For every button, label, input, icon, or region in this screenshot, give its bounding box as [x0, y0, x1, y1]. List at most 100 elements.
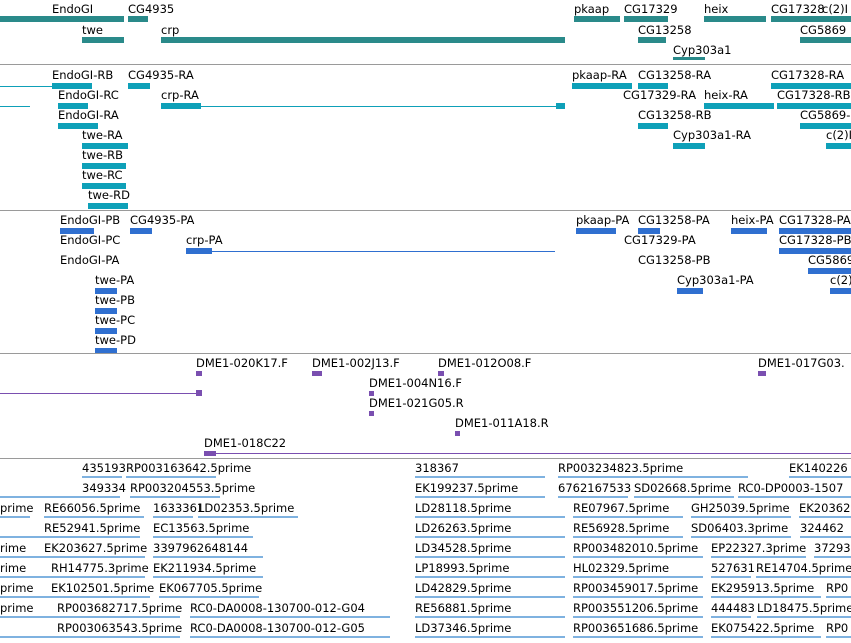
transcript-bar[interactable]	[82, 143, 128, 149]
est-alignment[interactable]	[44, 516, 144, 518]
feature-label[interactable]: RP0	[826, 581, 849, 595]
est-alignment[interactable]	[0, 516, 30, 518]
feature-label[interactable]: DME1-021G05.R	[369, 396, 464, 410]
est-alignment[interactable]	[415, 596, 565, 598]
feature-label[interactable]: CG13258-RB	[638, 108, 712, 122]
gene-bar[interactable]	[624, 16, 668, 22]
feature-label[interactable]: 37293	[814, 541, 851, 555]
transcript-bar[interactable]	[82, 163, 126, 169]
transcript-bar[interactable]	[88, 203, 128, 209]
protein-bar[interactable]	[576, 228, 616, 234]
feature-label[interactable]: DME1-018C22	[204, 436, 287, 450]
feature-label[interactable]: CG17328-RA	[771, 68, 845, 82]
est-alignment[interactable]	[0, 556, 145, 558]
feature-label[interactable]: EK295913.5prime	[711, 581, 815, 595]
feature-label[interactable]: RP003163642.5prime	[126, 461, 252, 475]
bac-end-marker[interactable]	[455, 431, 460, 436]
bac-end-marker[interactable]	[438, 371, 444, 376]
feature-label[interactable]: 1633361	[153, 501, 205, 515]
feature-label[interactable]: EK20362	[799, 501, 851, 515]
feature-label[interactable]: LD02353.5prime	[198, 501, 295, 515]
gene-bar[interactable]	[673, 57, 705, 60]
est-alignment[interactable]	[691, 536, 791, 538]
feature-label[interactable]: c(2)I	[822, 2, 849, 16]
feature-label[interactable]: CG4935-PA	[130, 213, 195, 227]
gene-bar[interactable]	[574, 16, 620, 22]
est-alignment[interactable]	[573, 636, 703, 638]
est-alignment[interactable]	[153, 556, 263, 558]
feature-label[interactable]: CG5869	[800, 23, 847, 37]
feature-label[interactable]: twe-RA	[82, 128, 123, 142]
feature-label[interactable]: 324462	[800, 521, 844, 535]
est-alignment[interactable]	[711, 576, 751, 578]
feature-label[interactable]: twe-RB	[82, 148, 124, 162]
feature-label[interactable]: RP003234823.5prime	[558, 461, 684, 475]
feature-label[interactable]: heix-RA	[704, 88, 748, 102]
feature-label[interactable]: RC0-DA0008-130700-012-G05	[190, 621, 365, 635]
feature-label[interactable]: LD28118.5prime	[415, 501, 512, 515]
est-alignment[interactable]	[130, 496, 220, 498]
feature-label[interactable]: SD06403.3prime	[691, 521, 789, 535]
est-alignment[interactable]	[0, 496, 120, 498]
bac-end-marker[interactable]	[312, 371, 322, 376]
feature-label[interactable]: RP003682717.5prime	[57, 601, 183, 615]
feature-label[interactable]: EndoGI-RB	[52, 68, 114, 82]
feature-label[interactable]: RE07967.5prime	[573, 501, 670, 515]
feature-label[interactable]: c(2)	[830, 273, 851, 287]
est-alignment[interactable]	[826, 596, 851, 598]
gene-bar[interactable]	[161, 37, 565, 43]
protein-bar[interactable]	[779, 228, 851, 234]
est-alignment[interactable]	[153, 516, 193, 518]
protein-bar[interactable]	[677, 288, 703, 294]
protein-bar[interactable]	[186, 248, 212, 254]
protein-bar[interactable]	[830, 288, 851, 294]
est-alignment[interactable]	[711, 596, 821, 598]
est-alignment[interactable]	[153, 536, 253, 538]
feature-label[interactable]: RP003551206.5prime	[573, 601, 699, 615]
feature-label[interactable]: heix-PA	[731, 213, 774, 227]
feature-label[interactable]: CG17329-PA	[624, 233, 696, 247]
feature-label[interactable]: CG17328	[771, 2, 825, 16]
est-alignment[interactable]	[415, 616, 565, 618]
est-alignment[interactable]	[153, 576, 263, 578]
feature-label[interactable]: 6762167533	[558, 481, 632, 495]
est-alignment[interactable]	[415, 516, 565, 518]
gene-bar[interactable]	[82, 37, 124, 43]
transcript-bar[interactable]	[673, 143, 705, 149]
feature-label[interactable]: twe-RC	[82, 168, 123, 182]
est-alignment[interactable]	[0, 536, 140, 538]
protein-bar[interactable]	[60, 228, 94, 234]
feature-label[interactable]: EndoGI-RA	[58, 108, 119, 122]
transcript-bar[interactable]	[638, 83, 668, 89]
feature-label[interactable]: RE56881.5prime	[415, 601, 512, 615]
feature-label[interactable]: RP0	[826, 621, 849, 635]
feature-label[interactable]: heix	[704, 2, 729, 16]
est-alignment[interactable]	[0, 616, 180, 618]
feature-label[interactable]: CG13258	[638, 23, 692, 37]
transcript-bar[interactable]	[161, 103, 201, 109]
feature-label[interactable]: twe-RD	[88, 188, 130, 202]
feature-label[interactable]: CG17328-PB	[779, 233, 851, 247]
feature-label[interactable]: RP003204553.5prime	[130, 481, 256, 495]
feature-label[interactable]: EP22327.3prime	[711, 541, 807, 555]
feature-label[interactable]: RP003482010.5prime	[573, 541, 699, 555]
est-alignment[interactable]	[711, 616, 751, 618]
est-alignment[interactable]	[799, 516, 851, 518]
feature-label[interactable]: RP003651686.5prime	[573, 621, 699, 635]
est-alignment[interactable]	[711, 556, 806, 558]
est-alignment[interactable]	[800, 536, 851, 538]
feature-label[interactable]: 3397962648144	[153, 541, 249, 555]
gene-bar[interactable]	[128, 16, 148, 22]
est-alignment[interactable]	[573, 576, 703, 578]
feature-label[interactable]: CG13258-PA	[638, 213, 710, 227]
protein-bar[interactable]	[95, 288, 117, 294]
bac-end-marker[interactable]	[196, 371, 202, 376]
transcript-bar[interactable]	[771, 83, 851, 89]
feature-label[interactable]: crp	[161, 23, 180, 37]
protein-bar[interactable]	[130, 228, 152, 234]
feature-label[interactable]: LD34528.5prime	[415, 541, 512, 555]
est-alignment[interactable]	[573, 556, 703, 558]
feature-label[interactable]: RE52941.5prime	[44, 521, 141, 535]
feature-label[interactable]: Cyp303a1-PA	[677, 273, 754, 287]
feature-label[interactable]: RC0-DA0008-130700-012-G04	[190, 601, 365, 615]
